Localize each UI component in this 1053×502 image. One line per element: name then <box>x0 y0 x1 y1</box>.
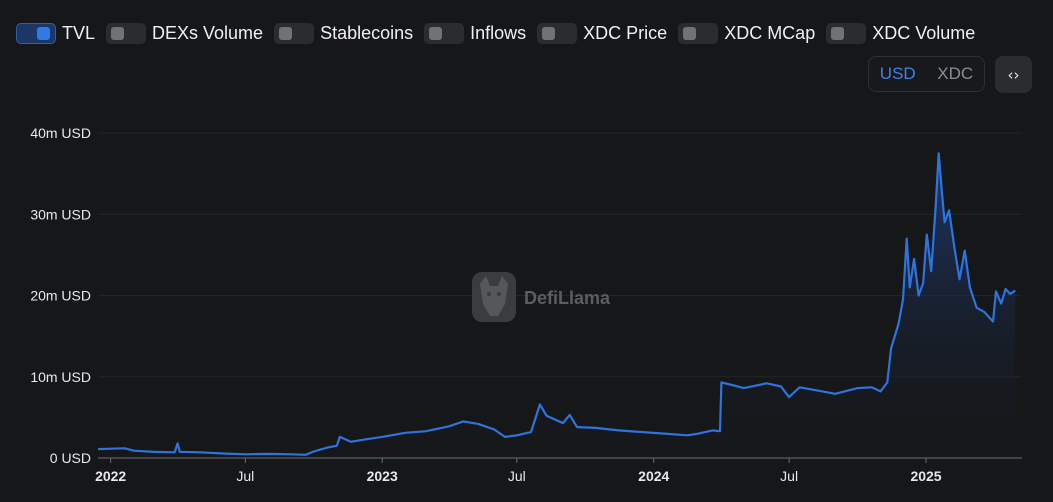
toggle-switch-dexs-volume[interactable] <box>106 22 147 44</box>
tvl-series-line <box>97 152 1016 456</box>
y-axis: 0 USD 10m USD 20m USD 30m USD 40m USD <box>30 125 91 466</box>
y-tick-label: 10m USD <box>30 369 91 385</box>
currency-switcher: USD XDC <box>868 56 985 92</box>
x-tick-label: Jul <box>780 468 798 484</box>
toggle-inflows[interactable]: Inflows <box>424 22 527 44</box>
x-tick-label: Jul <box>236 468 254 484</box>
x-tick-label: Jul <box>508 468 526 484</box>
toggle-switch-tvl[interactable] <box>16 22 56 44</box>
defillama-watermark: DefiLlama <box>472 272 611 322</box>
y-tick-label: 40m USD <box>30 125 91 141</box>
toggle-stablecoins[interactable]: Stablecoins <box>274 22 414 44</box>
toggle-label-xdc-volume: XDC Volume <box>872 22 976 43</box>
embed-button[interactable]: ‹› <box>995 56 1032 93</box>
toggle-switch-stablecoins[interactable] <box>274 22 315 44</box>
x-tick-label: 2025 <box>910 468 941 484</box>
toggle-switch-inflows[interactable] <box>424 22 465 44</box>
toggle-switch-xdc-price[interactable] <box>537 22 578 44</box>
toggle-switch-xdc-volume[interactable] <box>826 22 867 44</box>
x-tick-label: 2024 <box>638 468 669 484</box>
tvl-area-fill <box>98 153 1016 459</box>
currency-option-usd[interactable]: USD <box>879 64 916 83</box>
toggle-label-dexs-volume: DEXs Volume <box>152 22 264 43</box>
y-tick-label: 0 USD <box>50 450 91 466</box>
toggle-xdc-volume[interactable]: XDC Volume <box>826 22 976 44</box>
toggle-label-stablecoins: Stablecoins <box>320 22 414 43</box>
currency-option-xdc[interactable]: XDC <box>937 64 974 83</box>
toggle-switch-xdc-mcap[interactable] <box>678 22 719 44</box>
toggle-knob <box>37 26 50 40</box>
y-tick-label: 20m USD <box>30 288 91 304</box>
toggle-knob <box>279 26 293 40</box>
code-brackets-icon: ‹› <box>1007 65 1020 84</box>
toggle-dexs-volume[interactable]: DEXs Volume <box>106 22 264 44</box>
toggle-knob <box>111 26 125 40</box>
metric-toggle-bar: TVL DEXs Volume Stablecoins Inflows XDC Pric… <box>16 21 986 45</box>
x-tick-label: 2022 <box>95 468 126 484</box>
toggle-xdc-mcap[interactable]: XDC MCap <box>678 22 816 44</box>
y-tick-label: 30m USD <box>30 206 91 222</box>
watermark-text: DefiLlama <box>524 288 611 308</box>
x-axis: 2022 Jul 2023 Jul 2024 Jul 2025 <box>95 457 1022 484</box>
toggle-tvl[interactable]: TVL <box>16 22 96 44</box>
toggle-knob <box>429 26 443 40</box>
toggle-label-xdc-mcap: XDC MCap <box>724 22 816 43</box>
toggle-label-inflows: Inflows <box>470 22 527 43</box>
toggle-label-tvl: TVL <box>62 22 96 43</box>
toggle-knob <box>683 26 697 40</box>
toggle-xdc-price[interactable]: XDC Price <box>537 22 668 44</box>
toggle-knob <box>542 26 556 40</box>
toggle-knob <box>831 26 845 40</box>
x-tick-label: 2023 <box>367 468 398 484</box>
toggle-label-xdc-price: XDC Price <box>583 22 668 43</box>
